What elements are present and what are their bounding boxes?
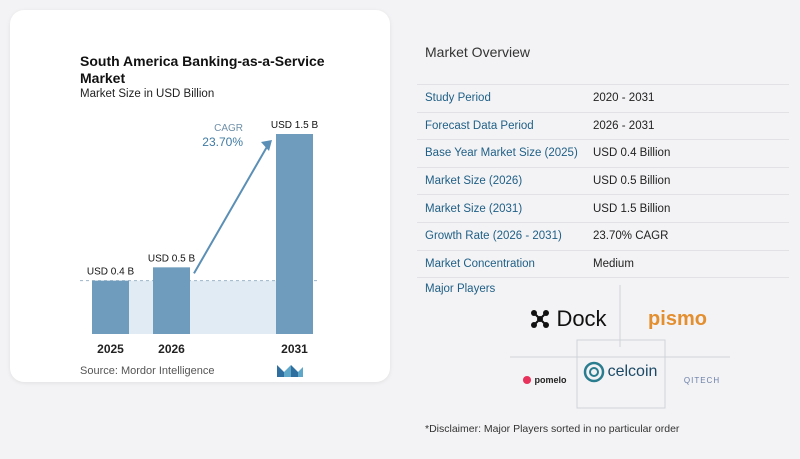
overview-row-value: USD 0.4 Billion [585, 139, 789, 168]
overview-row: Market Size (2026) USD 0.5 Billion [417, 167, 789, 196]
overview-row: Market Size (2031) USD 1.5 Billion [417, 194, 789, 223]
chart-subtitle: Market Size in USD Billion [80, 88, 215, 100]
dock-mark-icon [531, 310, 550, 328]
qitech-logo: QITECH [672, 368, 732, 392]
bar [153, 267, 190, 334]
overview-title: Market Overview [425, 44, 531, 60]
cagr-arrow [193, 144, 269, 274]
celcoin-logo: celcoin [578, 356, 662, 388]
overview-row-label: Market Concentration [417, 250, 585, 279]
market-overview-panel: Market Overview Study Period 2020 - 2031 F… [417, 40, 797, 279]
overview-row-label: Market Size (2031) [417, 194, 585, 223]
major-players-title: Major Players [425, 283, 496, 295]
overview-row: Market Concentration Medium [417, 250, 789, 279]
source-note: Source: Mordor Intelligence [80, 365, 215, 377]
overview-row: Study Period 2020 - 2031 [417, 84, 789, 113]
overview-row-value: Medium [585, 250, 789, 279]
overview-row: Base Year Market Size (2025) USD 0.4 Bill… [417, 139, 789, 168]
overview-row-label: Forecast Data Period [417, 112, 585, 141]
pomelo-logo-text: pomelo [534, 375, 567, 385]
overview-row-label: Market Size (2026) [417, 167, 585, 196]
overview-row: Forecast Data Period 2026 - 2031 [417, 112, 789, 141]
overview-row-value: 23.70% CAGR [585, 222, 789, 251]
category-label: 2031 [281, 342, 308, 356]
category-label: 2025 [97, 342, 124, 356]
overview-row-value: 2020 - 2031 [585, 84, 789, 113]
bar [276, 134, 313, 334]
qitech-logo-text: QITECH [683, 375, 721, 385]
pomelo-mark-icon [523, 376, 532, 384]
dock-logo: Dock [520, 302, 615, 336]
celcoin-mark-icon [583, 361, 604, 383]
overview-row-value: USD 1.5 Billion [585, 194, 789, 223]
overview-row-label: Base Year Market Size (2025) [417, 139, 585, 168]
overview-row-label: Study Period [417, 84, 585, 113]
dock-logo-text: Dock [556, 306, 607, 331]
mordor-logo-icon [277, 365, 303, 377]
overview-table: Study Period 2020 - 2031 Forecast Data Per… [417, 84, 789, 279]
pismo-logo-text: pismo [648, 307, 707, 330]
cagr-value: 23.70% [202, 135, 243, 149]
category-label: 2026 [158, 342, 185, 356]
overview-row: Growth Rate (2026 - 2031) 23.70% CAGR [417, 222, 789, 251]
cagr-arrowhead [261, 140, 272, 151]
celcoin-logo-text: celcoin [607, 363, 658, 380]
bar-chart: USD 0.4 B 2025 USD 0.5 B 2026 USD 1.5 B 2031 C… [80, 120, 319, 356]
pismo-logo: pismo [630, 302, 725, 336]
overview-row-value: 2026 - 2031 [585, 112, 789, 141]
bar [92, 280, 129, 334]
players-grid [510, 285, 730, 409]
bar-value-label: USD 0.5 B [148, 253, 196, 264]
bar-value-label: USD 0.4 B [87, 267, 135, 278]
pomelo-logo: pomelo [515, 366, 575, 394]
overview-row-label: Growth Rate (2026 - 2031) [417, 222, 585, 251]
bar-value-label: USD 1.5 B [271, 120, 319, 131]
disclaimer: *Disclaimer: Major Players sorted in no … [425, 423, 680, 435]
chart-title: South America Banking-as-a-Service Marke… [80, 53, 325, 86]
cagr-label: CAGR [214, 123, 243, 134]
overview-row-value: USD 0.5 Billion [585, 167, 789, 196]
